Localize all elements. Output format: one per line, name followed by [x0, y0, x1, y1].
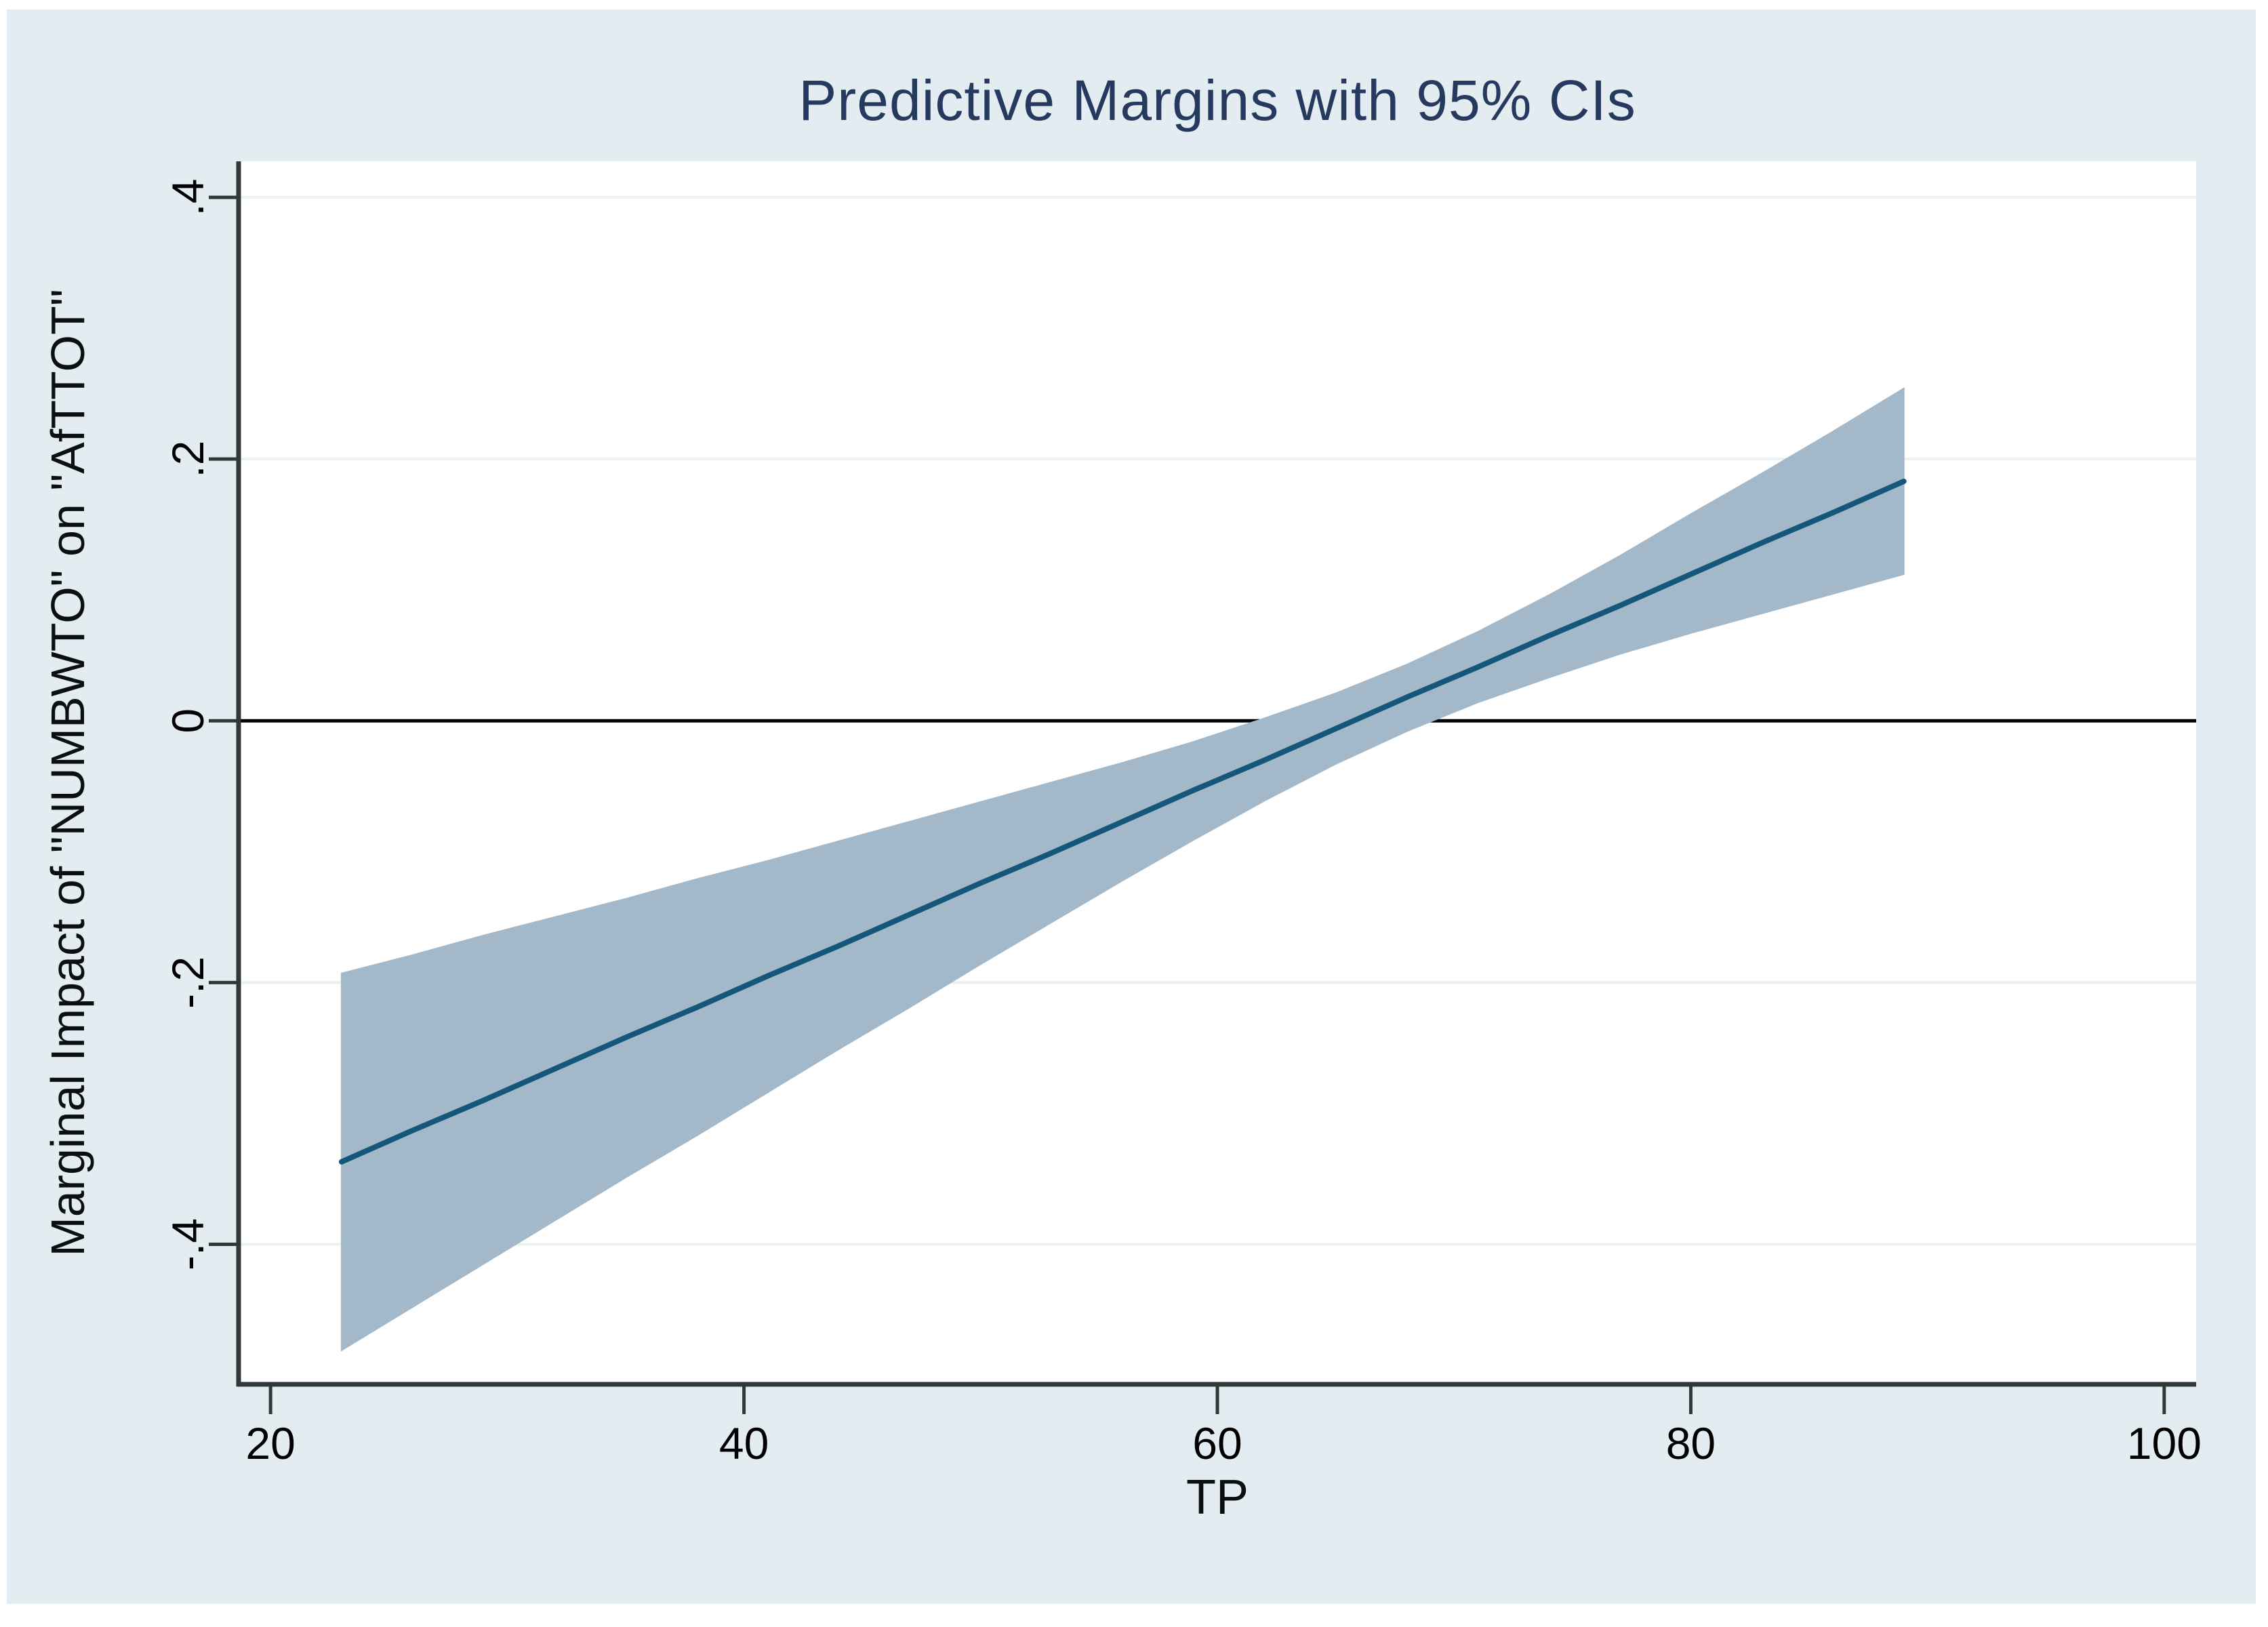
y-tick-label: .4: [163, 179, 213, 216]
margin-line-path: [338, 478, 1907, 1165]
y-tick-label: -.2: [163, 957, 213, 1009]
y-tick-label: 0: [163, 708, 213, 734]
x-tick-labels: 20 40 60 80 100: [245, 1418, 2201, 1468]
x-axis-label: TP: [1186, 1470, 1249, 1525]
confidence-band-polygon: [340, 387, 1905, 1352]
x-tick-label: 80: [1666, 1418, 1716, 1468]
x-tick-label: 40: [719, 1418, 769, 1468]
x-tick-label: 60: [1192, 1418, 1242, 1468]
x-tick-label: 100: [2127, 1418, 2202, 1468]
y-tick-labels: .4 .2 0 -.2 -.4: [163, 179, 213, 1270]
margin-line: [338, 478, 1907, 1165]
chart-title: Predictive Margins with 95% CIs: [798, 68, 1636, 132]
y-tick-label: -.4: [163, 1218, 213, 1270]
confidence-band: [340, 387, 1905, 1352]
axes: [209, 161, 2196, 1414]
y-axis-label: Marginal Impact of "NUMBWTO" on "AfTTOT": [41, 289, 94, 1257]
x-tick-label: 20: [245, 1418, 295, 1468]
y-tick-label: .2: [163, 441, 213, 478]
